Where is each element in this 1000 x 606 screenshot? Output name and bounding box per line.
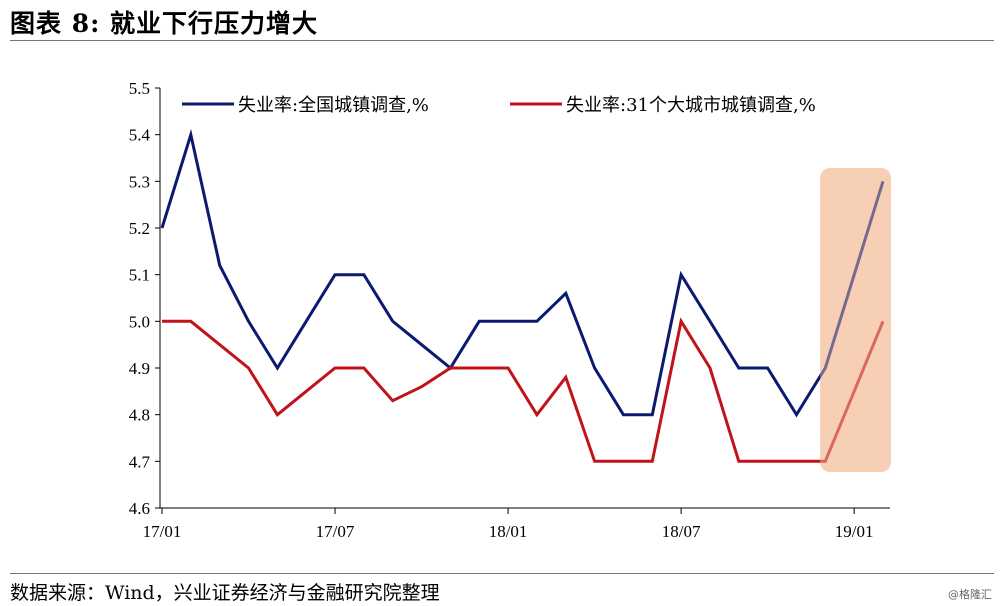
x-tick-label: 18/07 <box>662 522 701 541</box>
watermark: @格隆汇 <box>948 588 992 601</box>
series-line-big-cities <box>162 317 885 463</box>
y-tick-label: 5.3 <box>129 172 150 191</box>
y-tick-label: 5.1 <box>129 266 150 285</box>
legend-label: 失业率:全国城镇调查,% <box>238 95 429 116</box>
x-tick-label: 19/01 <box>835 522 874 541</box>
y-tick-label: 4.8 <box>129 406 150 425</box>
y-tick-label: 5.5 <box>129 79 150 98</box>
x-tick-label: 17/07 <box>316 522 355 541</box>
legend-label: 失业率:31个大城市城镇调查,% <box>566 95 816 116</box>
y-tick-label: 4.9 <box>129 359 150 378</box>
y-tick-label: 4.6 <box>129 499 150 518</box>
y-tick-label: 5.4 <box>129 126 151 145</box>
chart-title: 图表 8: 就业下行压力增大 <box>10 9 319 38</box>
x-tick-label: 18/01 <box>489 522 528 541</box>
y-tick-label: 5.2 <box>129 219 150 238</box>
series-line-national <box>160 128 885 418</box>
highlight-band <box>820 168 891 472</box>
y-tick-label: 5.0 <box>129 312 150 331</box>
highlight-overlay <box>820 168 891 472</box>
source-divider <box>10 573 994 574</box>
y-tick-label: 4.7 <box>129 452 151 471</box>
title-divider <box>10 40 994 41</box>
source-note: 数据来源：Wind，兴业证券经济与金融研究院整理 <box>10 582 440 604</box>
x-tick-label: 17/01 <box>143 522 182 541</box>
